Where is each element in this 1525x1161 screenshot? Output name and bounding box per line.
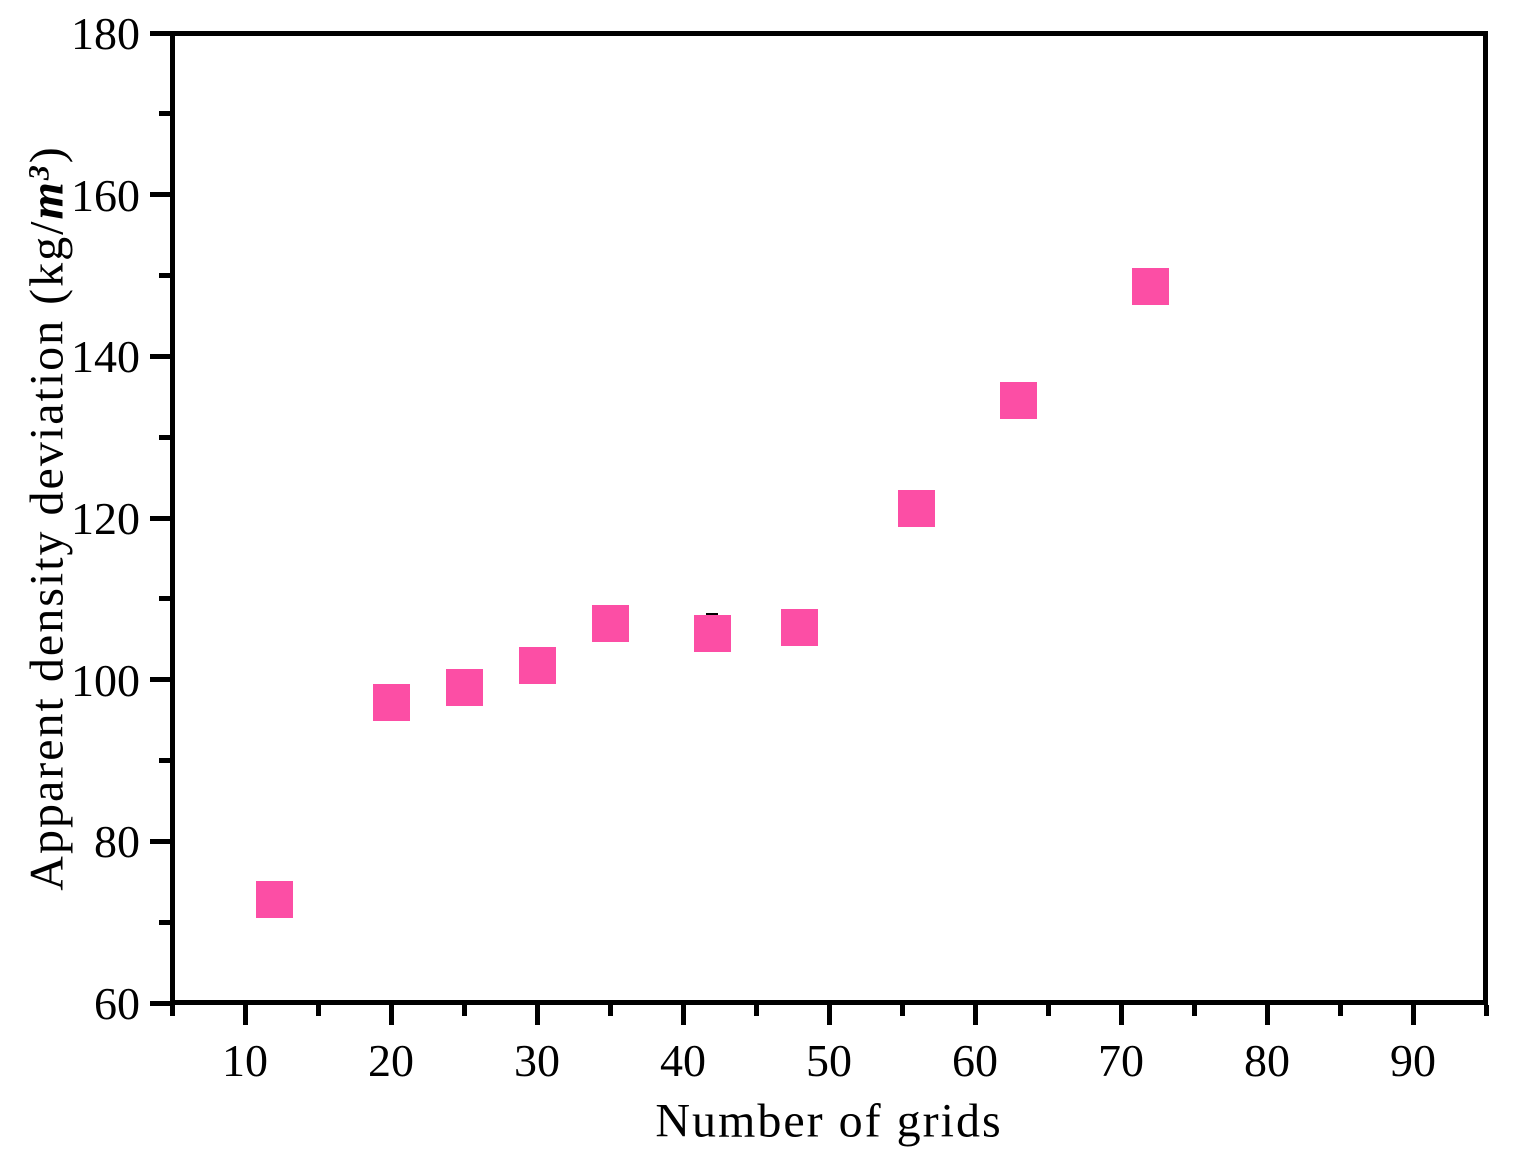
y-tick-label: 160: [71, 169, 140, 221]
x-tick-label: 60: [952, 1035, 998, 1086]
y-tick-label: 180: [71, 8, 140, 59]
data-point-marker: [1000, 382, 1038, 420]
y-axis-minor-tick: [158, 919, 170, 925]
x-tick-label: 20: [368, 1035, 414, 1086]
x-axis-minor-tick: [1191, 1005, 1197, 1016]
data-point-marker: [445, 669, 483, 707]
y-axis-major-tick: [149, 838, 170, 844]
x-axis-minor-tick: [1483, 1005, 1489, 1016]
y-axis-major-tick: [149, 1000, 170, 1006]
data-point-marker: [781, 608, 819, 646]
y-axis-major-tick: [149, 353, 170, 359]
x-axis-major-tick: [534, 1005, 540, 1025]
data-point-marker: [372, 683, 410, 721]
x-axis-minor-tick: [169, 1005, 175, 1016]
y-tick-label: 80: [94, 816, 140, 868]
x-axis-major-tick: [1410, 1005, 1416, 1025]
y-axis-minor-tick: [158, 596, 170, 602]
y-axis-title-segment: 3: [22, 163, 56, 181]
x-axis-title: Number of grids: [655, 1094, 1003, 1148]
y-tick-label: 100: [71, 654, 140, 706]
y-axis-major-tick: [149, 30, 170, 36]
x-axis-major-tick: [1264, 1005, 1270, 1025]
y-axis-minor-tick: [158, 111, 170, 117]
x-axis-major-tick: [680, 1005, 686, 1025]
x-axis-minor-tick: [607, 1005, 613, 1016]
x-tick-label: 50: [806, 1035, 852, 1086]
y-axis-title-segment: m: [20, 180, 74, 220]
data-point-marker: [898, 489, 936, 527]
y-tick-label: 140: [71, 331, 140, 383]
x-axis-minor-tick: [461, 1005, 467, 1016]
x-tick-label: 70: [1098, 1035, 1144, 1086]
plot-area: [170, 31, 1488, 1005]
x-axis-minor-tick: [899, 1005, 905, 1016]
data-point-marker: [693, 615, 731, 653]
y-axis-title-segment: Apparent density deviation (kg/: [20, 219, 74, 891]
y-axis-major-tick: [149, 677, 170, 683]
data-point-marker: [1131, 268, 1169, 306]
y-axis-minor-tick: [158, 434, 170, 440]
y-tick-label: 60: [94, 978, 140, 1029]
x-tick-label: 10: [222, 1035, 268, 1086]
x-axis-minor-tick: [315, 1005, 321, 1016]
data-point-marker: [255, 881, 293, 919]
x-axis-major-tick: [826, 1005, 832, 1025]
x-axis-major-tick: [242, 1005, 248, 1025]
x-tick-label: 40: [660, 1035, 706, 1086]
y-tick-label: 120: [71, 493, 140, 544]
x-tick-label: 90: [1390, 1035, 1436, 1086]
data-point-marker: [591, 604, 629, 642]
x-axis-major-tick: [1118, 1005, 1124, 1025]
x-axis-major-tick: [972, 1005, 978, 1025]
y-axis-major-tick: [149, 515, 170, 521]
errorbar-cap: [706, 613, 719, 617]
x-axis-major-tick: [388, 1005, 394, 1025]
x-tick-label: 80: [1244, 1035, 1290, 1086]
x-axis-minor-tick: [753, 1005, 759, 1016]
x-axis-minor-tick: [1045, 1005, 1051, 1016]
data-point-marker: [518, 647, 556, 685]
y-axis-major-tick: [149, 192, 170, 198]
y-axis-title: Apparent density deviation (kg/m3): [20, 145, 75, 890]
x-tick-label: 30: [514, 1035, 560, 1086]
y-axis-title-segment: ): [20, 145, 74, 164]
y-axis-minor-tick: [158, 273, 170, 278]
y-axis-minor-tick: [158, 758, 170, 763]
x-axis-minor-tick: [1337, 1005, 1343, 1016]
